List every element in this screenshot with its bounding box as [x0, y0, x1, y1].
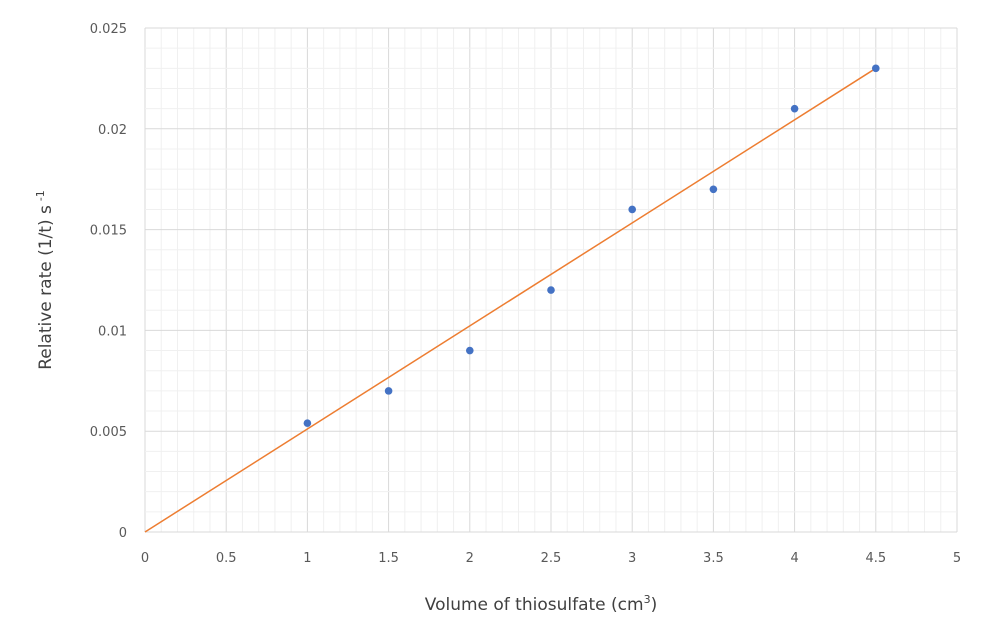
x-tick-label: 4: [790, 551, 798, 566]
data-point: [384, 387, 393, 395]
best-fit-line: [144, 67, 877, 533]
x-tick-label: 3: [628, 551, 636, 566]
x-tick-label: 3.5: [703, 551, 724, 566]
y-tick-label: 0.025: [90, 22, 127, 37]
y-tick-label: 0.015: [90, 224, 127, 239]
data-point: [303, 419, 312, 427]
x-tick-label: 1: [303, 551, 311, 566]
data-point: [709, 185, 718, 194]
data-point: [547, 286, 555, 294]
x-tick-label: 5: [953, 551, 961, 566]
y-axis-title: Relative rate (1/t) s-1: [34, 190, 56, 370]
x-tick-label: 4.5: [865, 551, 886, 566]
data-points: [303, 64, 880, 427]
data-point: [872, 64, 880, 73]
data-point: [790, 104, 799, 113]
y-tick-label: 0.01: [98, 324, 127, 339]
x-tick-label: 0.5: [216, 551, 237, 566]
y-tick-label: 0: [119, 526, 127, 541]
x-axis-title: Volume of thiosulfate (cm3): [425, 593, 657, 615]
x-tick-label: 0: [141, 551, 149, 566]
x-tick-label: 2: [466, 551, 474, 566]
tick-labels: 0 0.5 1 1.5 2 2.5 3 3.5 4 4.5 5 0 0.005 0.01 0.015 0.02…: [90, 22, 961, 566]
y-tick-label: 0.005: [90, 425, 127, 440]
x-tick-label: 1.5: [378, 551, 399, 566]
best-fit-line-group: [144, 67, 877, 533]
data-point: [466, 346, 474, 355]
data-point: [628, 205, 636, 214]
grid: [144, 27, 958, 533]
x-tick-label: 2.5: [541, 551, 562, 566]
y-tick-label: 0.02: [98, 123, 127, 138]
